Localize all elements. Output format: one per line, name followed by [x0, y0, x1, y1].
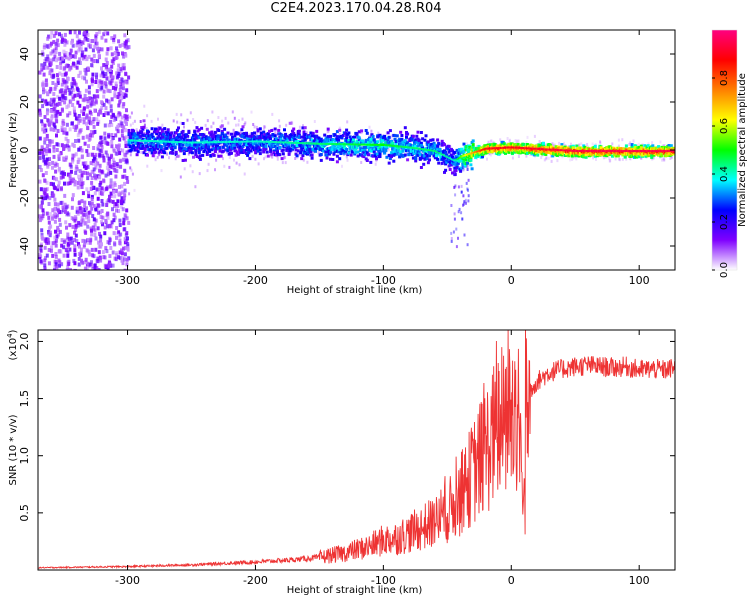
- x-tick-label: -100: [371, 574, 396, 587]
- y-axis-title: SNR (10 * v/v): [8, 414, 19, 485]
- x-axis-title: Height of straight line (km): [287, 285, 423, 296]
- plot-frame: [37, 329, 676, 571]
- y-tick-label: 40: [18, 47, 31, 61]
- x-tick-label: 0: [508, 274, 515, 287]
- y-tick-label: 2.0: [18, 333, 31, 351]
- colorbar-tick-label: 0.8: [719, 70, 730, 86]
- y-tick-label: 20: [18, 95, 31, 109]
- colorbar-label: Normalized spectral amplitude: [737, 73, 748, 227]
- y-tick-label: -20: [18, 189, 31, 207]
- x-tick-label: -200: [243, 274, 268, 287]
- colorbar: 0.0 0.2 0.4 0.6 0.8 Normalized spectral ampli…: [711, 29, 748, 278]
- y-multiplier-label: (x104): [6, 329, 19, 360]
- x-tick-label: -200: [243, 574, 268, 587]
- colorbar-gradient: [712, 30, 737, 270]
- x-tick-label: 100: [629, 574, 650, 587]
- spectrogram-heatmap: [38, 30, 675, 270]
- colorbar-tick-label: 0.6: [719, 118, 730, 134]
- y-tick-label: 0.5: [18, 504, 31, 522]
- snr-axes: -300 -200 -100 0 100 0.5 1.0 1.5 2.0 Height of st…: [6, 329, 676, 596]
- y-tick-label: 1.0: [18, 447, 31, 465]
- y-tick-label: 0: [18, 147, 31, 154]
- x-tick-label: 0: [508, 574, 515, 587]
- colorbar-frame: [711, 29, 738, 271]
- y-tick-label: 1.5: [18, 390, 31, 408]
- y-axis-title: Frequency (Hz): [8, 112, 19, 188]
- x-axis-title: Height of straight line (km): [287, 585, 423, 596]
- heatmap-cells: [38, 30, 675, 270]
- colorbar-tick-label: 0.2: [719, 214, 730, 230]
- figure-title: C2E4.2023.170.04.28.R04: [270, 1, 442, 16]
- x-tick-label: -300: [115, 274, 140, 287]
- x-tick-label: -100: [371, 274, 396, 287]
- snr-line-plot: [38, 330, 675, 570]
- colorbar-tick-label: 0.0: [719, 262, 730, 278]
- colorbar-tick-label: 0.4: [719, 166, 730, 182]
- y-tick-label: -40: [18, 237, 31, 255]
- snr-series: [38, 330, 675, 570]
- snr-line: [38, 330, 675, 570]
- x-tick-label: -300: [115, 574, 140, 587]
- x-tick-label: 100: [629, 274, 650, 287]
